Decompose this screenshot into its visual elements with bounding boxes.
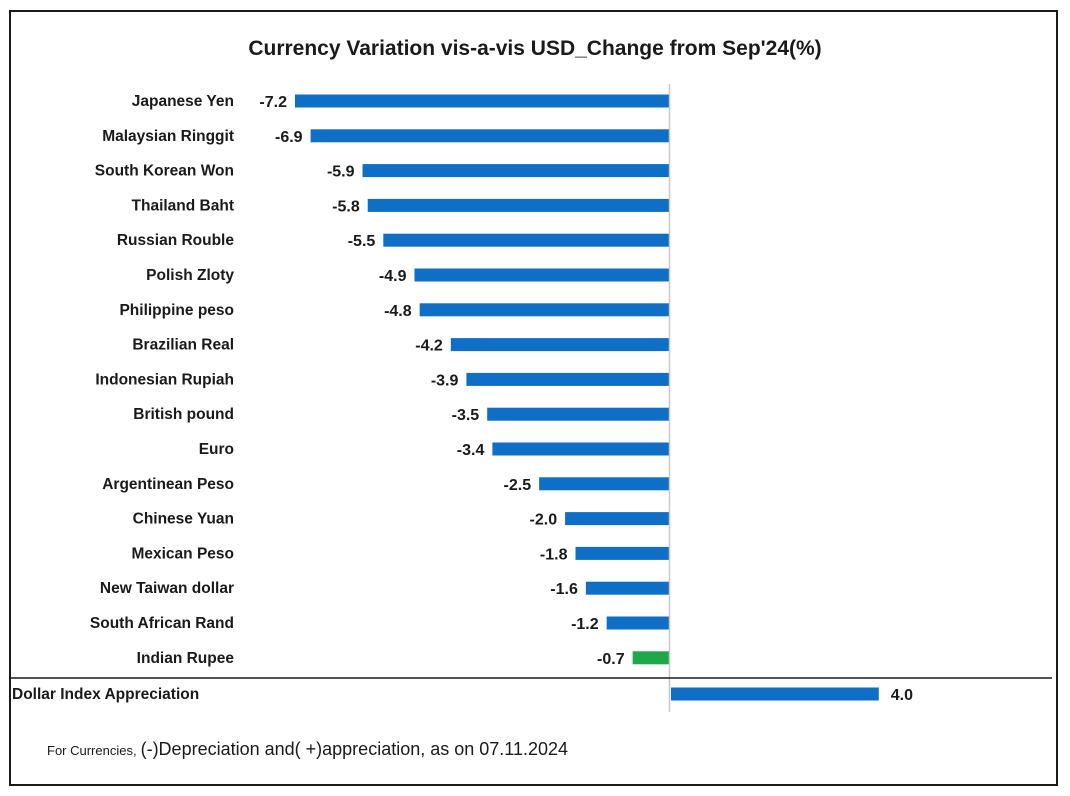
category-label: Brazilian Real [132, 337, 234, 354]
value-label: -5.9 [327, 164, 355, 181]
category-label: Polish Zloty [146, 267, 234, 284]
category-label: Chinese Yuan [133, 511, 234, 528]
value-label: -4.2 [415, 338, 443, 355]
bar-mexican-peso [575, 546, 669, 560]
category-label: British pound [133, 406, 234, 423]
value-label: -0.7 [597, 651, 625, 668]
value-label: -1.2 [571, 616, 599, 633]
value-label: -2.5 [504, 477, 532, 494]
bar-polish-zloty [414, 268, 669, 282]
category-label: Indonesian Rupiah [95, 371, 234, 388]
value-label: -1.6 [550, 581, 578, 598]
chart-title: Currency Variation vis-a-vis USD_Change … [248, 37, 821, 60]
bar-dollar-index-appreciation [671, 687, 879, 701]
bar-argentinean-peso [539, 477, 669, 491]
category-label: Malaysian Ringgit [102, 128, 234, 145]
category-label: Euro [199, 441, 234, 458]
bar-chinese-yuan [565, 512, 669, 526]
category-label: Thailand Baht [132, 197, 234, 214]
bar-thailand-baht [367, 198, 669, 212]
category-label: Japanese Yen [132, 93, 234, 110]
bar-russian-rouble [383, 233, 669, 247]
bar-japanese-yen [295, 94, 669, 108]
bar-malaysian-ringgit [310, 129, 669, 143]
value-label: -7.2 [259, 94, 287, 111]
bar-new-taiwan-dollar [585, 581, 669, 595]
bar-british-pound [487, 407, 669, 421]
value-label: 4.0 [891, 687, 913, 704]
value-label: -1.8 [540, 546, 568, 563]
category-label: New Taiwan dollar [100, 580, 234, 597]
footnote-prefix: For Currencies, [47, 743, 137, 758]
category-label: Russian Rouble [117, 232, 235, 249]
category-label: Mexican Peso [131, 545, 234, 562]
bar-south-african-rand [606, 616, 669, 630]
bar-indonesian-rupiah [466, 372, 669, 386]
bar-brazilian-real [450, 338, 669, 352]
value-label: -4.8 [384, 303, 412, 320]
category-label: Philippine peso [119, 302, 234, 319]
category-label: Indian Rupee [137, 650, 235, 667]
footnote-text: (-)Depreciation and( +)appreciation, as … [141, 739, 568, 759]
bar-indian-rupee [632, 651, 669, 665]
bar-philippine-peso [419, 303, 669, 317]
bar-south-korean-won [362, 164, 669, 178]
value-label: -3.5 [452, 407, 480, 424]
value-label: -5.8 [332, 198, 360, 215]
value-label: -3.4 [457, 442, 485, 459]
category-label: Dollar Index Appreciation [12, 686, 199, 703]
value-label: -2.0 [530, 512, 558, 529]
value-label: -3.9 [431, 372, 459, 389]
bar-euro [492, 442, 669, 456]
category-label: South African Rand [90, 615, 234, 632]
category-label: South Korean Won [95, 163, 234, 180]
category-label: Argentinean Peso [102, 476, 234, 493]
value-label: -4.9 [379, 268, 407, 285]
value-label: -6.9 [275, 129, 303, 146]
value-label: -5.5 [348, 233, 376, 250]
footnote: For Currencies, (-)Depreciation and( +)ap… [47, 739, 568, 759]
